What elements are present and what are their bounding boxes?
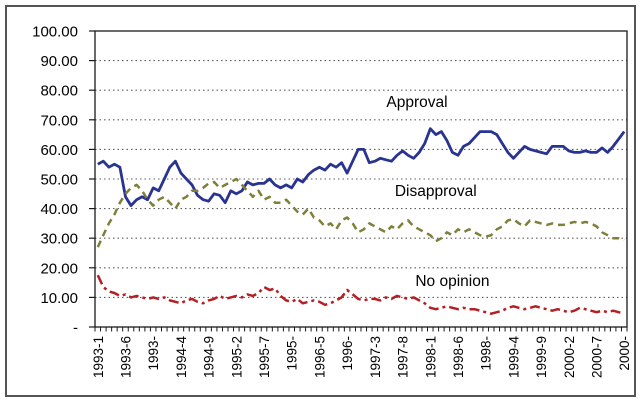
x-axis-label: 1994-9 <box>202 336 217 378</box>
x-axis-label: 1996- <box>340 336 355 371</box>
no-opinion-series-label: No opinion <box>415 273 489 290</box>
y-axis-label: 90.00 <box>40 53 78 70</box>
y-axis-label: 10.00 <box>40 290 78 307</box>
x-axis-label: 1994-4 <box>174 336 189 379</box>
x-axis-label: 1998- <box>479 336 494 371</box>
x-axis-label: 1995-2 <box>229 336 244 378</box>
x-axis-label: 1998-1 <box>423 336 438 378</box>
y-axis-label: 100.00 <box>32 24 78 41</box>
x-axis-label: 1998-6 <box>451 336 466 378</box>
x-axis-label: 1996-5 <box>312 336 327 378</box>
x-axis-label: 2000-2 <box>562 336 577 378</box>
y-axis-label: 70.00 <box>40 112 78 129</box>
y-axis-labels: 100.00 90.00 80.00 70.00 60.00 50.00 40.00 30.0… <box>32 24 78 337</box>
disapproval-series-label: Disapproval <box>395 183 477 200</box>
x-axis-label: 1993-1 <box>91 336 106 378</box>
y-axis-label: 80.00 <box>40 83 78 100</box>
approval-line <box>97 127 626 208</box>
axes <box>89 30 628 332</box>
y-axis-label: 30.00 <box>40 231 78 248</box>
x-axis-label: 2000- <box>617 336 632 371</box>
y-axis-label: 50.00 <box>40 172 78 189</box>
x-axis-label: 1999-4 <box>506 336 521 379</box>
x-axis-label: 1995-7 <box>257 336 272 378</box>
series-annotations: Approval Disapproval No opinion <box>386 94 489 290</box>
x-axis-label: 1999-9 <box>534 336 549 378</box>
x-axis-label: 1993- <box>146 336 161 371</box>
x-axis-label: 2000-7 <box>590 336 605 378</box>
approval-series-label: Approval <box>386 94 447 111</box>
y-axis-label: 40.00 <box>40 201 78 218</box>
x-axis-label: 1997-8 <box>396 336 411 378</box>
x-axis-label: 1993-6 <box>118 336 133 378</box>
gridlines <box>95 60 627 298</box>
x-axis-label: 1995- <box>285 336 300 371</box>
y-axis-label: - <box>73 320 78 337</box>
series-lines <box>96 127 626 315</box>
y-axis-label: 60.00 <box>40 142 78 159</box>
x-axis-labels: 1993-1 1993-6 1993- 1994-4 1994-9 1995-2 1995-… <box>91 336 632 379</box>
y-axis-label: 20.00 <box>40 260 78 277</box>
no-opinion-line <box>96 274 625 315</box>
disapproval-line <box>96 177 625 248</box>
x-axis-label: 1997-3 <box>368 336 383 378</box>
